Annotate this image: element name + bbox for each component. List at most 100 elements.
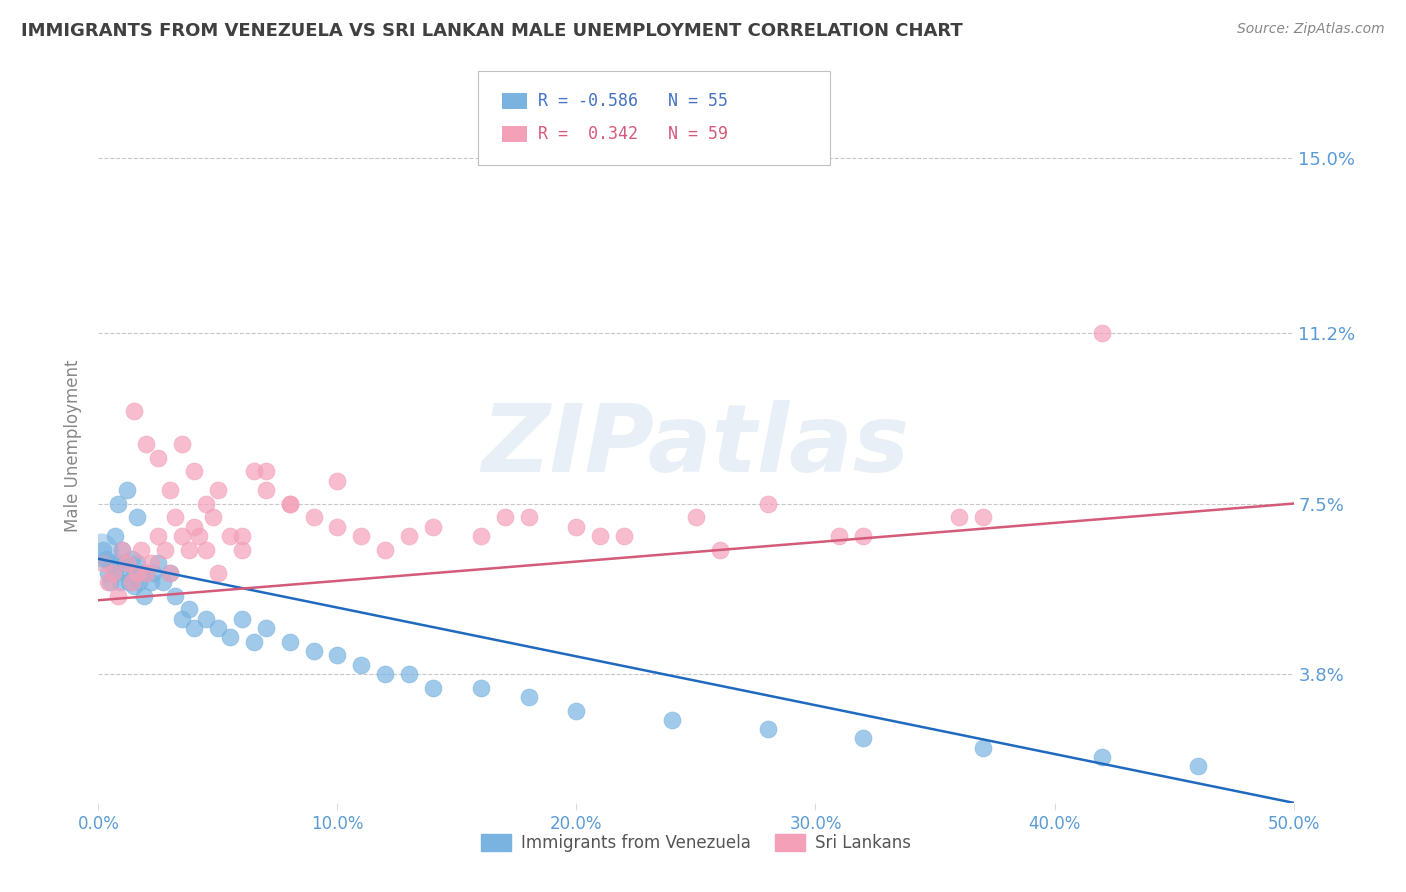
Point xyxy=(91,557,114,571)
Text: R =  0.342   N = 59: R = 0.342 N = 59 xyxy=(538,125,728,143)
Point xyxy=(398,529,420,543)
Point xyxy=(101,557,124,571)
Point xyxy=(207,621,229,635)
Point xyxy=(254,483,277,497)
Point xyxy=(948,510,970,524)
Point xyxy=(231,612,253,626)
Point xyxy=(565,704,588,718)
Point xyxy=(852,529,875,543)
Point xyxy=(231,542,253,557)
Point xyxy=(135,566,157,580)
Point xyxy=(1091,749,1114,764)
Point xyxy=(231,529,253,543)
Point xyxy=(183,621,205,635)
Point xyxy=(98,574,122,589)
Point xyxy=(148,557,170,571)
Point xyxy=(163,510,186,524)
Point xyxy=(104,566,127,580)
Point xyxy=(219,529,242,543)
Point xyxy=(219,630,242,644)
Point xyxy=(91,542,114,557)
Point xyxy=(107,497,129,511)
Point xyxy=(115,566,138,580)
Point xyxy=(254,621,277,635)
Point xyxy=(131,566,153,580)
Point xyxy=(302,510,325,524)
Point xyxy=(207,566,229,580)
Point xyxy=(517,690,540,704)
Point xyxy=(131,542,153,557)
Point xyxy=(172,612,194,626)
Point xyxy=(115,557,138,571)
Point xyxy=(97,566,120,580)
Text: ZIPatlas: ZIPatlas xyxy=(482,400,910,492)
Point xyxy=(195,542,218,557)
Point xyxy=(125,510,148,524)
Point xyxy=(132,589,155,603)
Point xyxy=(139,557,162,571)
Point xyxy=(97,574,120,589)
Point xyxy=(278,634,301,648)
Point xyxy=(1091,326,1114,341)
Point xyxy=(470,681,492,695)
Point xyxy=(661,713,683,727)
Text: Source: ZipAtlas.com: Source: ZipAtlas.com xyxy=(1237,22,1385,37)
Point xyxy=(159,483,181,497)
Point xyxy=(107,589,129,603)
Text: IMMIGRANTS FROM VENEZUELA VS SRI LANKAN MALE UNEMPLOYMENT CORRELATION CHART: IMMIGRANTS FROM VENEZUELA VS SRI LANKAN … xyxy=(21,22,963,40)
Point xyxy=(163,589,186,603)
Point xyxy=(972,510,994,524)
Point xyxy=(159,566,181,580)
Point xyxy=(326,648,349,663)
Point xyxy=(494,510,516,524)
Point xyxy=(207,483,229,497)
Point xyxy=(613,529,636,543)
Point xyxy=(302,644,325,658)
Point xyxy=(852,731,875,746)
Point xyxy=(685,510,707,524)
Point xyxy=(172,436,194,450)
Point xyxy=(111,542,134,557)
Point xyxy=(114,557,136,571)
Point xyxy=(121,551,143,566)
Point xyxy=(183,519,205,533)
Point xyxy=(972,740,994,755)
Point xyxy=(398,666,420,681)
Point xyxy=(422,519,444,533)
Point xyxy=(104,529,127,543)
Point xyxy=(179,542,201,557)
Point xyxy=(470,529,492,543)
Point xyxy=(148,529,170,543)
Point xyxy=(142,566,165,580)
Point xyxy=(155,542,177,557)
Point xyxy=(254,464,277,478)
Point xyxy=(195,612,218,626)
Point xyxy=(107,557,129,571)
Point xyxy=(148,450,170,465)
Point xyxy=(172,529,194,543)
Point xyxy=(517,510,540,524)
Point xyxy=(374,542,396,557)
Point xyxy=(108,574,131,589)
Point xyxy=(243,634,266,648)
Y-axis label: Male Unemployment: Male Unemployment xyxy=(65,359,83,533)
Point xyxy=(278,497,301,511)
Point xyxy=(179,602,201,616)
Point xyxy=(326,474,349,488)
Text: R = -0.586   N = 55: R = -0.586 N = 55 xyxy=(538,92,728,110)
Point xyxy=(121,574,143,589)
Point xyxy=(94,551,117,566)
Point xyxy=(152,574,174,589)
Point xyxy=(139,574,162,589)
Point xyxy=(350,657,373,672)
Point xyxy=(589,529,612,543)
Point xyxy=(159,566,181,580)
Legend: Immigrants from Venezuela, Sri Lankans: Immigrants from Venezuela, Sri Lankans xyxy=(474,827,918,859)
Point xyxy=(565,519,588,533)
Point xyxy=(115,483,138,497)
Point xyxy=(422,681,444,695)
Point xyxy=(118,574,141,589)
Point xyxy=(709,542,731,557)
Point xyxy=(202,510,225,524)
Point xyxy=(187,529,209,543)
